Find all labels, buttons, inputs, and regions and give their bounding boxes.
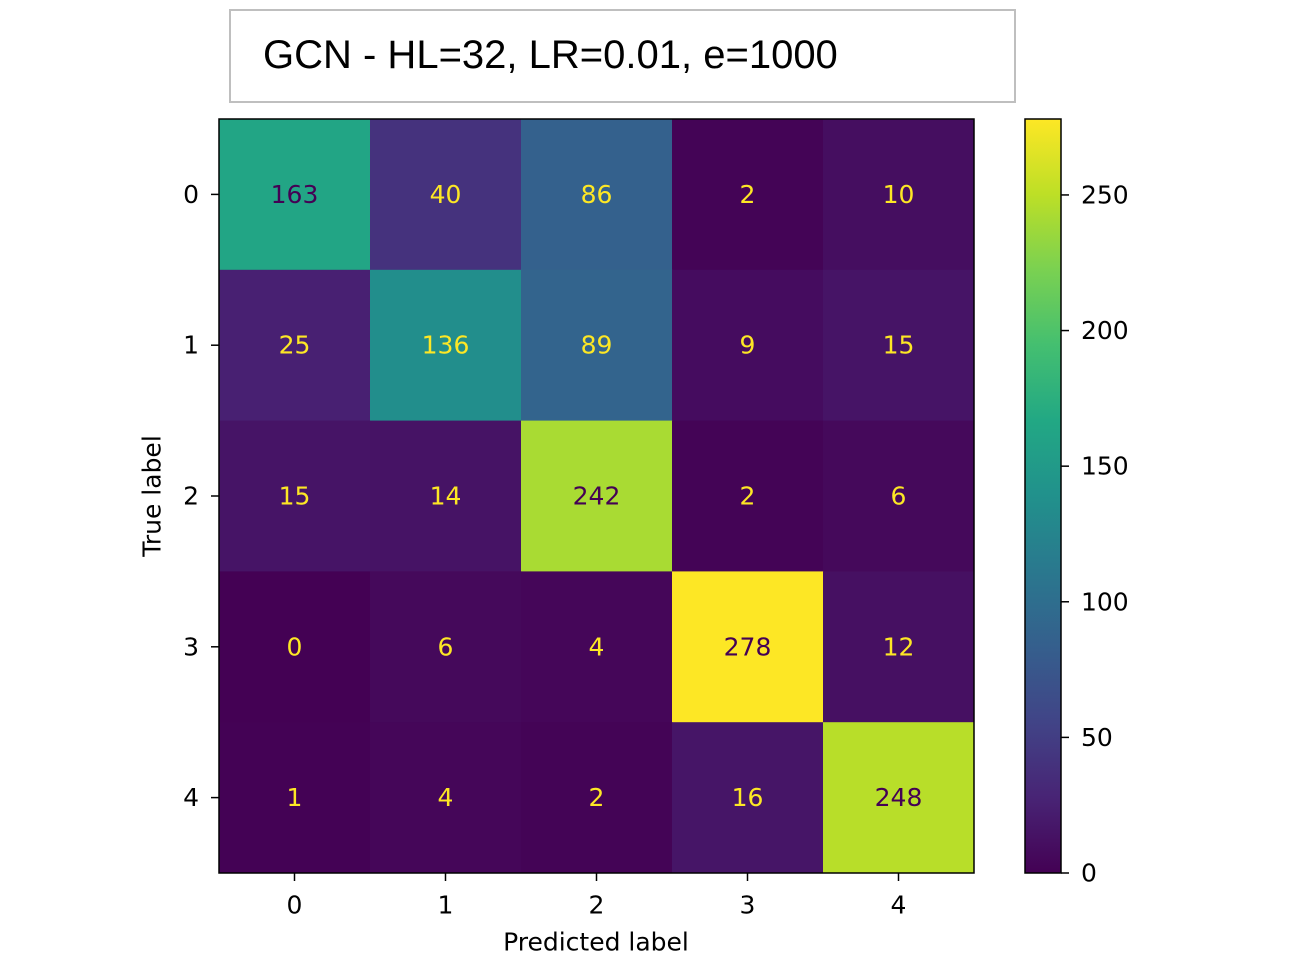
- cell-value-label: 2: [740, 180, 756, 209]
- cell-value-label: 10: [883, 180, 915, 209]
- heatmap-cell: [521, 722, 673, 874]
- cell-value-label: 6: [891, 482, 907, 511]
- colorbar-tick-label: 150: [1081, 452, 1129, 481]
- cell-value-label: 15: [279, 482, 311, 511]
- y-tick-label: 3: [183, 632, 199, 661]
- heatmap-cell: [521, 119, 673, 271]
- heatmap-cell: [823, 420, 975, 572]
- x-tick-label: 0: [287, 891, 303, 920]
- colorbar-tick-label: 200: [1081, 316, 1129, 345]
- chart-title: GCN - HL=32, LR=0.01, e=1000: [263, 33, 838, 77]
- colorbar-tick-label: 250: [1081, 180, 1129, 209]
- cell-value-label: 40: [430, 180, 462, 209]
- heatmap-cell: [521, 269, 673, 422]
- cell-value-label: 9: [740, 331, 756, 360]
- cell-value-label: 14: [430, 482, 462, 511]
- colorbar-bar: [1024, 118, 1062, 874]
- cell-value-label: 248: [875, 783, 923, 812]
- cell-value-label: 1: [287, 783, 303, 812]
- heatmap-cell: [823, 119, 975, 271]
- heatmap-cell: [370, 269, 522, 422]
- y-tick-label: 0: [183, 180, 199, 209]
- cell-value-label: 25: [279, 331, 311, 360]
- cell-value-label: 15: [883, 331, 915, 360]
- y-axis-label: True label: [138, 435, 167, 558]
- cell-value-label: 242: [573, 482, 621, 511]
- heatmap-cell: [219, 722, 371, 874]
- heatmap-cell: [521, 571, 673, 723]
- chart-title-box: GCN - HL=32, LR=0.01, e=1000: [229, 9, 1016, 103]
- heatmap-cell: [370, 119, 522, 271]
- heatmap-cell: [370, 420, 522, 572]
- heatmap-cell: [672, 269, 824, 422]
- cell-value-label: 2: [589, 783, 605, 812]
- cell-value-label: 2: [740, 482, 756, 511]
- y-tick-label: 2: [183, 482, 199, 511]
- heatmap-cell: [219, 571, 371, 723]
- heatmap-cell: [219, 269, 371, 422]
- cell-value-label: 4: [438, 783, 454, 812]
- x-axis-label: Predicted label: [503, 928, 689, 957]
- heatmap-cell: [672, 722, 824, 874]
- heatmap-cell: [672, 420, 824, 572]
- cell-value-label: 4: [589, 632, 605, 661]
- heatmap-cell: [672, 571, 824, 723]
- cell-value-label: 16: [732, 783, 764, 812]
- cell-value-label: 6: [438, 632, 454, 661]
- x-tick-label: 3: [740, 891, 756, 920]
- cell-value-label: 136: [422, 331, 470, 360]
- colorbar-tick-label: 50: [1081, 723, 1113, 752]
- cell-value-label: 0: [287, 632, 303, 661]
- heatmap-cell: [823, 269, 975, 422]
- heatmap-cell: [219, 420, 371, 572]
- colorbar-tick-label: 0: [1081, 859, 1097, 888]
- heatmap-cell: [219, 119, 371, 271]
- heatmap-cell: [370, 571, 522, 723]
- x-tick-label: 1: [438, 891, 454, 920]
- y-tick-label: 1: [183, 331, 199, 360]
- heatmap-cell: [370, 722, 522, 874]
- cell-value-label: 12: [883, 632, 915, 661]
- cell-value-label: 163: [271, 180, 319, 209]
- heatmap-cell: [521, 420, 673, 572]
- cell-value-label: 89: [581, 331, 613, 360]
- x-tick-label: 2: [589, 891, 605, 920]
- cell-value-label: 278: [724, 632, 772, 661]
- x-tick-label: 4: [891, 891, 907, 920]
- heatmap-cell: [823, 722, 975, 874]
- heatmap-cell: [823, 571, 975, 723]
- y-tick-label: 4: [183, 783, 199, 812]
- heatmap-cells: [219, 119, 975, 874]
- cell-value-label: 86: [581, 180, 613, 209]
- colorbar-tick-label: 100: [1081, 587, 1129, 616]
- colorbar: 0 50 100 150 200 250: [1024, 118, 1129, 888]
- heatmap-cell: [672, 119, 824, 271]
